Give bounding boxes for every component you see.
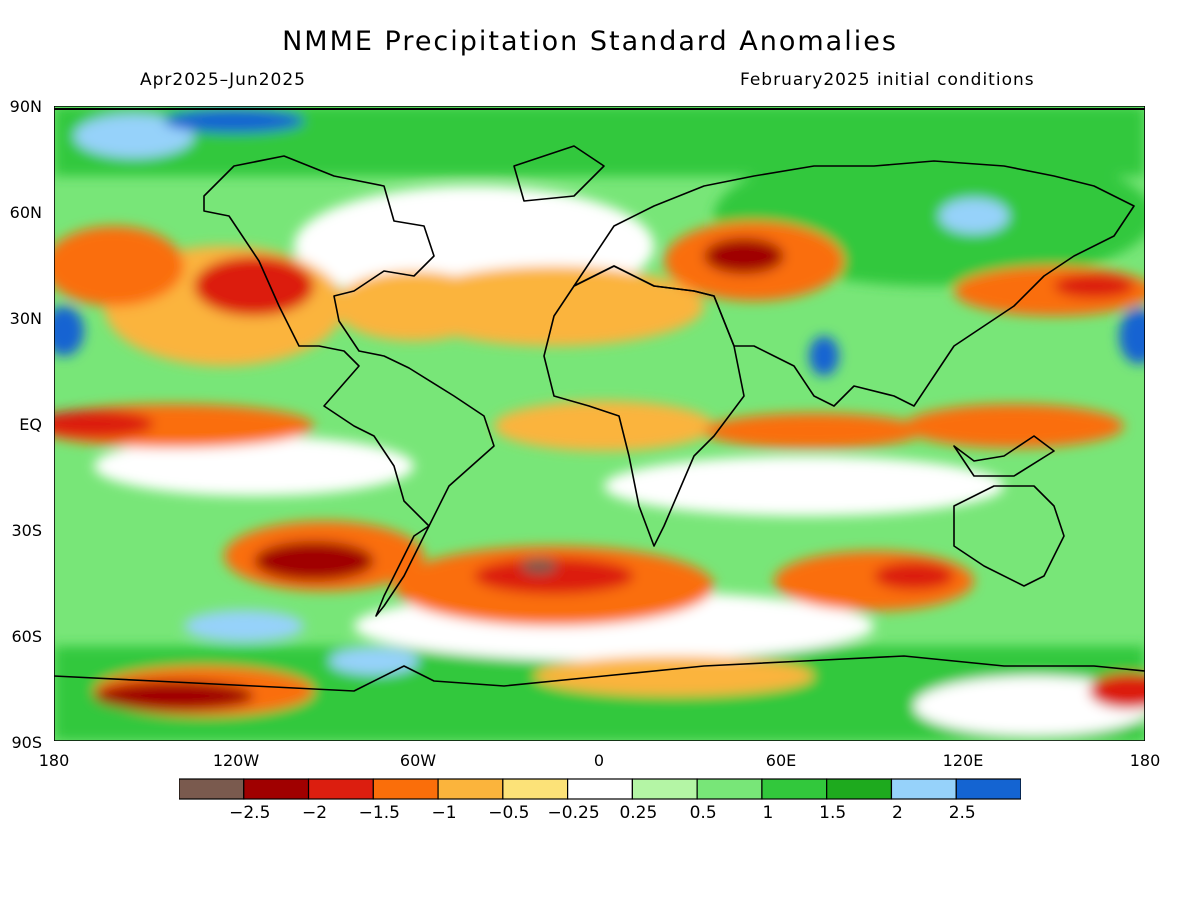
longitude-label: 180	[38, 751, 70, 770]
latitude-label: EQ	[19, 415, 42, 434]
colorbar-label: 0.5	[689, 803, 717, 823]
colorbar-label: 1	[762, 803, 774, 823]
colorbar-label: 1.5	[819, 803, 847, 823]
colorbar-swatch	[567, 778, 633, 800]
colorbar-swatch	[437, 778, 504, 800]
coast-antarctica	[54, 655, 1145, 692]
map-title: NMME Precipitation Standard Anomalies	[282, 26, 898, 57]
longitude-label: 120E	[942, 751, 984, 770]
colorbar-swatch	[890, 778, 957, 800]
colorbar-label: −0.25	[547, 803, 600, 823]
initial-conditions: February2025 initial conditions	[740, 70, 1035, 90]
colorbar-swatch	[955, 778, 1022, 800]
longitude-label: 120W	[212, 751, 260, 770]
latitude-label: 90S	[11, 733, 42, 752]
coast-greenland	[513, 145, 605, 202]
colorbar-swatch	[178, 778, 245, 800]
colorbar-swatch	[631, 778, 698, 800]
colorbar-label: 0.25	[619, 803, 658, 823]
coast-americas	[203, 155, 495, 527]
coast-indonesia	[953, 435, 1055, 477]
colorbar-label: −0.5	[488, 803, 530, 823]
latitude-label: 60N	[9, 203, 42, 222]
colorbar-swatch	[826, 778, 893, 800]
colorbar-swatch	[502, 778, 569, 800]
colorbar-label: 2.5	[948, 803, 976, 823]
colorbar-label: 2	[892, 803, 903, 823]
longitude-label: 0	[593, 751, 605, 770]
coast-australia	[953, 485, 1065, 587]
anomaly-map	[54, 106, 1145, 741]
coast-south-america-tip	[375, 525, 430, 617]
colorbar-label: −1.5	[358, 803, 400, 823]
anomaly-field	[54, 106, 1145, 741]
colorbar-swatch	[307, 778, 374, 800]
colorbar-label: −1	[431, 803, 457, 823]
forecast-period: Apr2025–Jun2025	[140, 70, 306, 90]
colorbar-swatch	[761, 778, 828, 800]
coast-eurasia	[573, 160, 1135, 407]
colorbar	[178, 778, 1022, 800]
colorbar-label: −2	[302, 803, 328, 823]
colorbar-swatch	[243, 778, 310, 800]
longitude-label: 180	[1129, 751, 1161, 770]
latitude-label: 30N	[9, 309, 42, 328]
colorbar-swatch	[372, 778, 439, 800]
latitude-label: 60S	[11, 627, 42, 646]
longitude-label: 60W	[399, 751, 437, 770]
colorbar-label: −2.5	[229, 803, 271, 823]
latitude-label: 90N	[9, 97, 42, 116]
latitude-label: 30S	[11, 521, 42, 540]
longitude-label: 60E	[765, 751, 797, 770]
coastlines	[54, 106, 1145, 741]
colorbar-swatch	[696, 778, 763, 800]
